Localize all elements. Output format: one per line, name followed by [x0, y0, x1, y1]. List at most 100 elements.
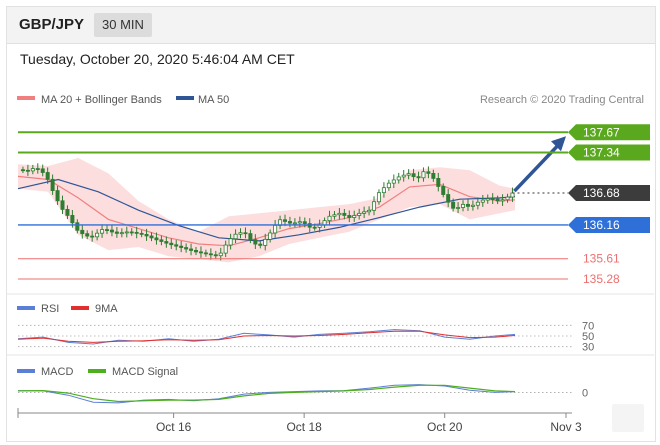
candle-body [456, 207, 461, 209]
candle-body [129, 231, 134, 234]
x-tick-label: Nov 3 [550, 420, 582, 434]
candle-body [441, 186, 446, 195]
candle-body [105, 229, 110, 231]
candle-body [312, 226, 317, 229]
candle-body [218, 252, 223, 257]
candle-body [169, 242, 174, 246]
macd-legend: MACD MACD Signal [17, 366, 178, 378]
candle-body [376, 192, 381, 203]
candle-body [381, 187, 386, 194]
candle-body [203, 252, 208, 255]
candle-body [114, 231, 119, 234]
rsi-legend: RSI 9MA [17, 303, 118, 315]
candle-body [386, 182, 391, 189]
candle-body [184, 247, 189, 250]
candle-body [470, 204, 475, 207]
rsi-level-label: 50 [582, 331, 594, 343]
candle-body [35, 168, 40, 170]
ma20-swatch [17, 96, 35, 100]
candle-body [283, 219, 288, 222]
candle-body [213, 254, 218, 257]
candle-body [337, 212, 342, 216]
candle-body [451, 201, 456, 209]
candle-body [85, 233, 90, 237]
candle-body [426, 171, 431, 174]
macd-zero-label: 0 [582, 387, 588, 399]
candle-body [20, 169, 25, 172]
candle-body [243, 232, 248, 235]
header-bar: GBP/JPY 30 MIN [7, 7, 655, 44]
candle-body [45, 172, 50, 180]
candle-body [119, 232, 124, 235]
candle-body [273, 224, 278, 234]
candle-body [139, 232, 144, 235]
macd-signal-legend-label: MACD Signal [112, 366, 178, 378]
candle-body [292, 222, 297, 225]
rsi-level-label: 70 [582, 320, 594, 332]
main-panel [17, 136, 566, 263]
candle-body [406, 173, 411, 176]
level-label: 135.61 [583, 252, 620, 266]
candle-body [401, 174, 406, 178]
x-tick-label: Oct 18 [286, 420, 322, 434]
ma20-legend-label: MA 20 + Bollinger Bands [41, 94, 162, 106]
ma50-legend-label: MA 50 [198, 94, 229, 106]
candle-body [159, 239, 164, 242]
candle-body [233, 233, 238, 240]
candle-body [70, 215, 75, 224]
candle-body [30, 168, 35, 172]
candle-body [40, 168, 45, 173]
level-label: 137.67 [583, 125, 620, 139]
rsi-ma-legend-label: 9MA [95, 303, 118, 315]
candle-body [80, 229, 85, 235]
level-tag [568, 216, 650, 233]
candle-body [357, 212, 362, 216]
candle-body [480, 199, 485, 203]
candle-body [50, 178, 55, 191]
candle-body [208, 253, 213, 256]
macd-panel: 0 [17, 384, 588, 404]
rsi-line [17, 329, 516, 345]
candle-body [124, 231, 129, 234]
rsi-legend-label: RSI [41, 303, 59, 315]
bollinger-band [18, 158, 515, 263]
candle-body [109, 229, 114, 233]
candle-body [60, 200, 65, 210]
candle-body [228, 238, 233, 246]
credit-label: Research © 2020 Trading Central [480, 94, 644, 106]
timeframe-button[interactable]: 30 MIN [94, 13, 152, 37]
candle-body [198, 251, 203, 254]
macd-legend-label: MACD [41, 366, 73, 378]
main-legend: MA 20 + Bollinger Bands MA 50 Research ©… [17, 94, 644, 106]
level-label: 135.28 [583, 272, 620, 286]
candle-body [446, 194, 451, 203]
ma50-swatch [176, 96, 194, 100]
pair-title: GBP/JPY [19, 16, 85, 33]
candle-body [100, 229, 105, 234]
candle-body [154, 237, 159, 241]
candle-body [90, 235, 95, 238]
candle-body [436, 178, 441, 187]
candle-body [342, 212, 347, 216]
candle-body [194, 250, 199, 253]
settings-button[interactable] [612, 404, 644, 432]
candle-body [149, 235, 154, 239]
level-tag [568, 185, 650, 202]
candle-body [490, 198, 495, 200]
candle-body [367, 209, 372, 213]
candle-body [164, 241, 169, 244]
candle-body [238, 232, 243, 235]
x-axis: Oct 16 Oct 18 Oct 20 Nov 3 [17, 408, 582, 434]
candle-body [95, 232, 100, 238]
candle-body [174, 244, 179, 247]
candle-body [475, 201, 480, 206]
candle-body [189, 248, 194, 251]
candle-body [55, 190, 60, 202]
candle-body [352, 215, 357, 218]
candle-body [223, 244, 228, 254]
candle-body [510, 192, 515, 198]
candle-body [302, 221, 307, 224]
rsi-swatch [17, 306, 35, 310]
